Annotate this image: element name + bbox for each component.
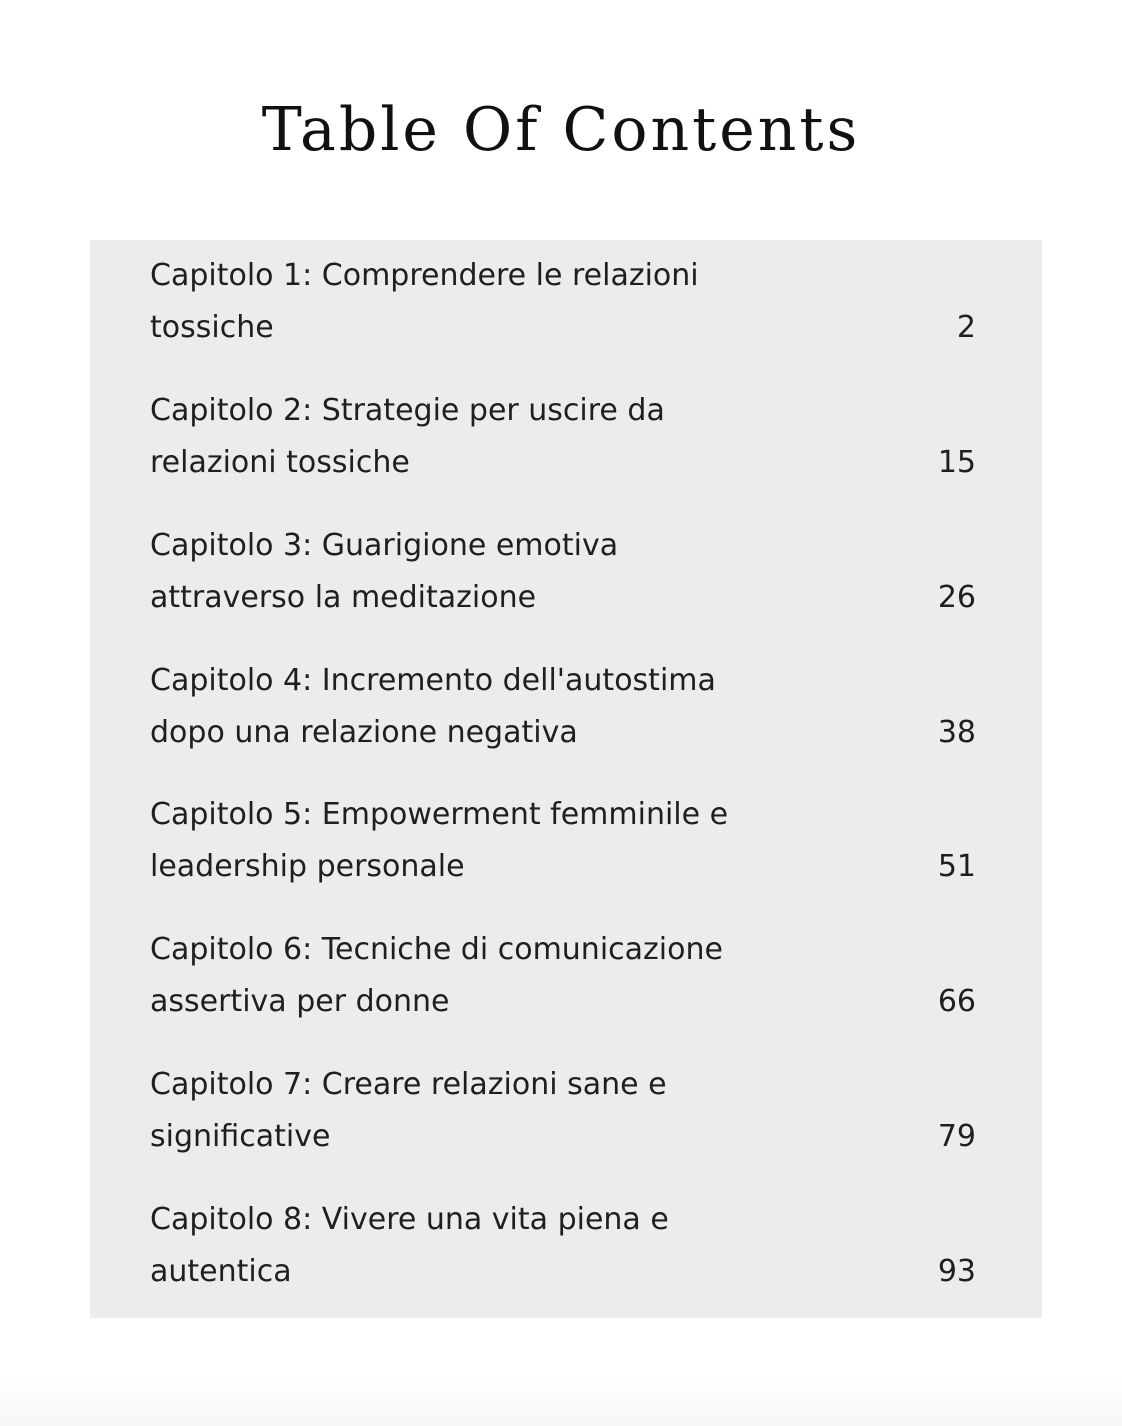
toc-panel: Capitolo 1: Comprendere le relazioni tos… (90, 240, 1042, 1318)
toc-entry-title-line-1: Capitolo 6: Tecniche di comunicazione (150, 932, 723, 967)
toc-entry-title: Capitolo 4: Incremento dell'autostima do… (150, 655, 810, 759)
toc-entry-chapter-7[interactable]: Capitolo 7: Creare relazioni sane e sign… (90, 1059, 1042, 1165)
toc-entry-page-number: 38 (937, 715, 976, 750)
toc-entry-page-number: 66 (937, 984, 976, 1019)
toc-entry-title-line-1: Capitolo 8: Vivere una vita piena e (150, 1202, 669, 1237)
toc-entry-chapter-4[interactable]: Capitolo 4: Incremento dell'autostima do… (90, 655, 1042, 761)
toc-entry-page-number: 79 (937, 1119, 976, 1154)
toc-entry-chapter-5[interactable]: Capitolo 5: Empowerment femminile e lead… (90, 789, 1042, 895)
toc-entry-title-line-1: Capitolo 1: Comprendere le relazioni (150, 258, 699, 293)
toc-entry-title: Capitolo 1: Comprendere le relazioni tos… (150, 250, 810, 354)
toc-entry-title-line-2: attraverso la meditazione (150, 580, 537, 615)
toc-entry-title: Capitolo 5: Empowerment femminile e lead… (150, 789, 810, 893)
toc-entry-title-line-2: assertiva per donne (150, 984, 450, 1019)
toc-entry-title: Capitolo 6: Tecniche di comunicazione as… (150, 924, 810, 1028)
toc-entry-page-number: 93 (937, 1254, 976, 1289)
toc-entry-chapter-3[interactable]: Capitolo 3: Guarigione emotiva attravers… (90, 520, 1042, 626)
toc-entry-page-number: 2 (956, 310, 976, 345)
page-title: Table Of Contents (261, 95, 861, 165)
toc-entry-title-line-2: leadership personale (150, 849, 465, 884)
toc-entry-title-line-1: Capitolo 2: Strategie per uscire da (150, 393, 665, 428)
toc-entry-title-line-1: Capitolo 7: Creare relazioni sane e (150, 1067, 667, 1102)
toc-entry-title-line-2: relazioni tossiche (150, 445, 410, 480)
toc-entry-page-number: 26 (937, 580, 976, 615)
toc-entry-title-line-2: tossiche (150, 310, 274, 345)
toc-entry-chapter-6[interactable]: Capitolo 6: Tecniche di comunicazione as… (90, 924, 1042, 1030)
toc-entry-title: Capitolo 2: Strategie per uscire da rela… (150, 385, 810, 489)
toc-entry-title-line-1: Capitolo 3: Guarigione emotiva (150, 528, 619, 563)
toc-entry-title: Capitolo 8: Vivere una vita piena e aute… (150, 1194, 810, 1298)
toc-entry-title: Capitolo 3: Guarigione emotiva attravers… (150, 520, 810, 624)
page-background (0, 1376, 1122, 1426)
toc-entry-page-number: 15 (937, 445, 976, 480)
toc-entry-title-line-2: significative (150, 1119, 331, 1154)
toc-entry-chapter-1[interactable]: Capitolo 1: Comprendere le relazioni tos… (90, 250, 1042, 356)
toc-entry-title: Capitolo 7: Creare relazioni sane e sign… (150, 1059, 810, 1163)
toc-entry-chapter-8[interactable]: Capitolo 8: Vivere una vita piena e aute… (90, 1194, 1042, 1300)
toc-entry-title-line-2: dopo una relazione negativa (150, 715, 578, 750)
toc-entry-chapter-2[interactable]: Capitolo 2: Strategie per uscire da rela… (90, 385, 1042, 491)
toc-entry-title-line-1: Capitolo 4: Incremento dell'autostima (150, 663, 716, 698)
toc-entry-title-line-1: Capitolo 5: Empowerment femminile e (150, 797, 729, 832)
toc-entry-page-number: 51 (937, 849, 976, 884)
toc-entry-title-line-2: autentica (150, 1254, 292, 1289)
